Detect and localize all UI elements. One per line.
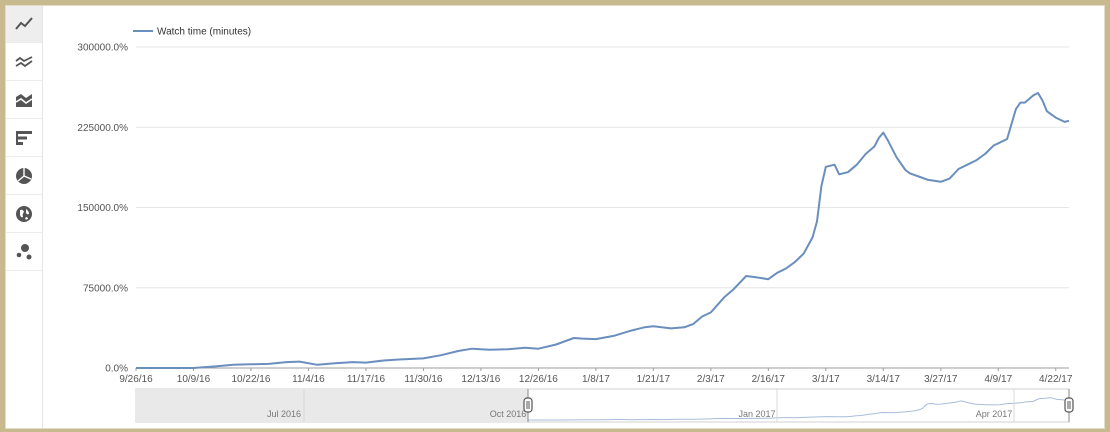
x-tick-label: 1/21/17 bbox=[637, 374, 671, 385]
stacked-area-chart-button[interactable] bbox=[6, 82, 42, 119]
globe-map-icon bbox=[14, 204, 34, 224]
x-tick-label: 10/9/16 bbox=[177, 374, 211, 385]
x-tick-label: 10/22/16 bbox=[231, 374, 270, 385]
y-tick-label: 0.0% bbox=[105, 364, 128, 375]
x-tick-label: 11/17/16 bbox=[347, 374, 386, 385]
x-tick-label: 9/26/16 bbox=[119, 374, 153, 385]
line-chart-icon bbox=[14, 14, 34, 34]
y-tick-label: 75000.0% bbox=[83, 283, 128, 294]
multi-line-chart-button[interactable] bbox=[6, 44, 42, 81]
x-tick-label: 1/8/17 bbox=[582, 374, 610, 385]
navigator-unselected-range bbox=[136, 389, 528, 422]
x-tick-label: 3/1/17 bbox=[812, 374, 840, 385]
navigator-right-handle[interactable] bbox=[1064, 397, 1074, 413]
bar-chart-icon bbox=[14, 128, 34, 148]
series-line-watch-time bbox=[136, 92, 1070, 369]
x-tick-label: 12/26/16 bbox=[519, 374, 558, 385]
x-tick-label: 2/16/17 bbox=[752, 374, 786, 385]
navigator-left-handle[interactable] bbox=[523, 397, 533, 413]
x-tick-label: 4/22/17 bbox=[1039, 374, 1073, 385]
navigator-label: Jan 2017 bbox=[738, 409, 775, 419]
x-tick-label: 2/3/17 bbox=[697, 374, 725, 385]
x-tick-label: 4/9/17 bbox=[984, 374, 1012, 385]
globe-map-button[interactable] bbox=[6, 196, 42, 233]
x-tick-label: 3/27/17 bbox=[924, 374, 958, 385]
stacked-area-chart-icon bbox=[14, 90, 34, 110]
navigator-label: Jul 2016 bbox=[267, 409, 301, 419]
bar-chart-button[interactable] bbox=[6, 120, 42, 157]
navigator-label: Oct 2016 bbox=[490, 409, 527, 419]
chart-type-toolbar bbox=[6, 6, 43, 428]
analytics-chart-panel: 0.0% 75000.0% 150000.0% 225000.0% 300000.0% 9… bbox=[5, 5, 1105, 429]
y-tick-label: 150000.0% bbox=[77, 203, 128, 214]
bubble-chart-button[interactable] bbox=[6, 234, 42, 271]
multi-line-chart-icon bbox=[14, 52, 34, 72]
bubble-chart-icon bbox=[14, 242, 34, 262]
x-tick-label: 12/13/16 bbox=[461, 374, 500, 385]
pie-chart-icon bbox=[14, 166, 34, 186]
y-tick-label: 225000.0% bbox=[77, 123, 128, 134]
legend-label: Watch time (minutes) bbox=[157, 27, 251, 38]
navigator-series-line bbox=[528, 397, 1070, 421]
pie-chart-button[interactable] bbox=[6, 158, 42, 195]
navigator-label: Apr 2017 bbox=[976, 409, 1013, 419]
x-tick-label: 11/4/16 bbox=[292, 374, 325, 385]
line-chart-button[interactable] bbox=[6, 6, 42, 43]
x-tick-label: 11/30/16 bbox=[404, 374, 443, 385]
line-chart: 0.0% 75000.0% 150000.0% 225000.0% 300000.0% 9… bbox=[77, 27, 1074, 423]
y-tick-label: 300000.0% bbox=[77, 43, 128, 54]
x-tick-label: 3/14/17 bbox=[867, 374, 901, 385]
